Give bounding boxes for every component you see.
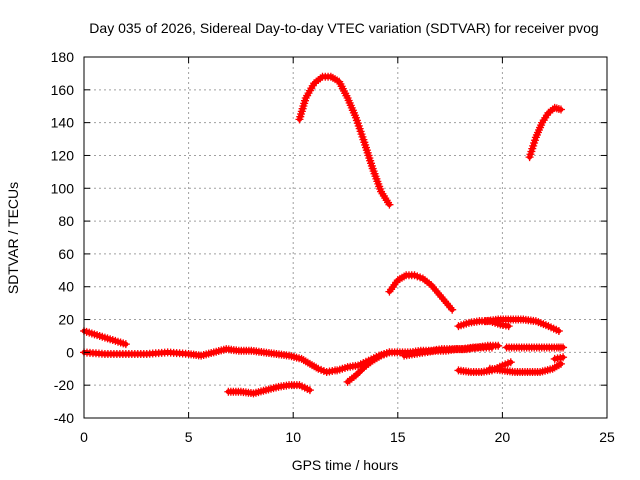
y-tick-label: 60 (58, 246, 74, 262)
y-tick-label: -40 (54, 410, 74, 426)
x-tick-label: 15 (390, 429, 406, 445)
series-arc-06 (343, 348, 394, 386)
y-tick-label: 180 (51, 49, 75, 65)
y-tick-label: 20 (58, 312, 74, 328)
x-tick-label: 25 (599, 429, 615, 445)
y-tick-label: 40 (58, 279, 74, 295)
data-point (432, 286, 441, 295)
x-tick-label: 5 (185, 429, 193, 445)
series-arc-02 (80, 345, 340, 377)
series-arc-14 (550, 353, 568, 363)
data-point (385, 200, 394, 209)
y-tick-label: 100 (51, 180, 75, 196)
series-arc-07 (385, 271, 457, 314)
plot-frame (83, 56, 608, 419)
data-point (559, 343, 568, 352)
data-point (305, 386, 314, 395)
x-tick-label: 20 (495, 429, 511, 445)
y-tick-label: 0 (66, 344, 74, 360)
y-tick-label: 80 (58, 213, 74, 229)
series-arc-15 (525, 103, 565, 162)
data-point (385, 348, 394, 357)
data-point (448, 305, 457, 314)
data-point (556, 105, 565, 114)
y-tick-label: 120 (51, 147, 75, 163)
data-point (554, 327, 563, 336)
y-tick-label: 160 (51, 82, 75, 98)
data-series-layer (80, 72, 568, 398)
data-point (428, 283, 437, 292)
series-arc-11 (481, 315, 563, 336)
y-tick-label: 140 (51, 115, 75, 131)
data-point (121, 340, 130, 349)
data-point (556, 359, 565, 368)
x-tick-label: 0 (80, 429, 88, 445)
y-tick-label: -20 (54, 377, 74, 393)
y-axis-label: SDTVAR / TECUs (5, 182, 21, 294)
x-tick-label: 10 (285, 429, 301, 445)
series-arc-12 (485, 359, 565, 377)
chart-title: Day 035 of 2026, Sidereal Day-to-day VTE… (89, 20, 598, 36)
series-arc-08 (400, 341, 503, 360)
data-point (433, 288, 442, 297)
series-arc-10 (454, 358, 515, 377)
series-arc-03 (224, 381, 314, 398)
series-arc-04 (295, 72, 394, 209)
series-arc-13 (502, 343, 568, 352)
x-axis-label: GPS time / hours (292, 457, 399, 473)
data-point (559, 353, 568, 362)
data-point (494, 341, 503, 350)
data-point (430, 285, 439, 294)
axis-ticks: 0 5 10 15 20 25 -40 -20 0 20 40 60 80 100 120 140 160 180 (51, 49, 615, 445)
data-point (427, 281, 436, 290)
data-point (506, 358, 515, 367)
